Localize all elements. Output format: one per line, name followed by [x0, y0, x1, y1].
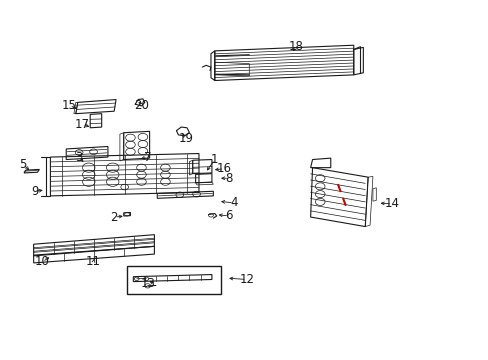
Text: 3: 3 [75, 150, 82, 163]
Bar [127, 266, 220, 294]
Text: 12: 12 [239, 273, 254, 286]
Text: 8: 8 [225, 172, 232, 185]
Text: 16: 16 [217, 162, 231, 175]
Text: 6: 6 [225, 210, 232, 222]
Text: 14: 14 [384, 198, 399, 211]
Text: 4: 4 [230, 197, 237, 210]
Text: 13: 13 [140, 276, 155, 289]
Text: 17: 17 [75, 118, 90, 131]
Text: 20: 20 [134, 99, 149, 112]
Text: 9: 9 [31, 185, 38, 198]
Text: 18: 18 [288, 40, 303, 53]
Text: 7: 7 [143, 150, 151, 163]
Text: 5: 5 [20, 158, 27, 171]
Text: 11: 11 [86, 255, 101, 268]
Text: 10: 10 [35, 255, 50, 268]
Text: 15: 15 [62, 99, 77, 112]
Text: 2: 2 [110, 211, 118, 224]
Text: 19: 19 [178, 132, 193, 145]
Text: 1: 1 [211, 153, 218, 166]
